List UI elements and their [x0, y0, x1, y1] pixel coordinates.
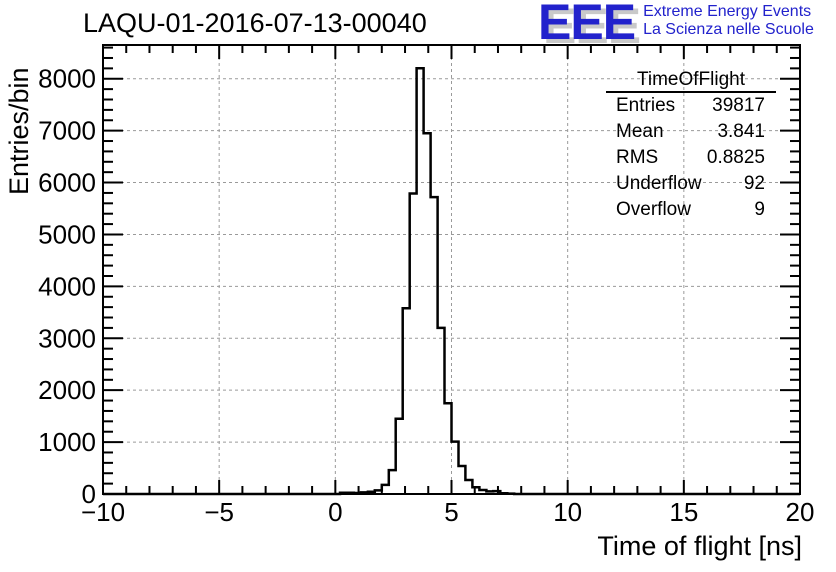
- stats-row: Mean 3.841: [606, 119, 776, 145]
- x-tick-label: 5: [444, 497, 458, 527]
- histogram-line: [103, 67, 800, 496]
- stats-row: Overflow 9: [606, 197, 776, 223]
- y-tick-label: 7000: [38, 116, 96, 146]
- y-tick-label: 5000: [38, 219, 96, 249]
- stats-value: 9: [754, 199, 765, 220]
- plot-frame: [102, 44, 801, 495]
- stats-value: 92: [743, 173, 765, 194]
- y-tick-label: 1000: [38, 427, 96, 457]
- x-tick-label: 0: [328, 497, 342, 527]
- stats-row: Entries 39817: [606, 93, 776, 119]
- eee-logo-line2: La Scienza nelle Scuole: [643, 21, 814, 38]
- x-tick-label: 20: [786, 497, 815, 527]
- x-tick-label: −10: [81, 497, 125, 527]
- stats-label: Underflow: [616, 173, 702, 194]
- stats-label: RMS: [616, 147, 659, 168]
- y-tick-label: 4000: [38, 271, 96, 301]
- stats-label: Mean: [616, 121, 664, 142]
- stats-row: RMS 0.8825: [606, 145, 776, 171]
- stats-label: Entries: [616, 95, 676, 116]
- stats-label: Overflow: [616, 199, 691, 220]
- pad-title: LAQU-01-2016-07-13-00040: [83, 8, 427, 38]
- y-tick-label: 6000: [38, 168, 96, 198]
- eee-logo-line1: Extreme Energy Events: [643, 3, 812, 20]
- stats-value: 0.8825: [706, 147, 765, 168]
- stats-box: TimeOfFlight Entries 39817 Mean 3.841 RM…: [606, 69, 776, 223]
- y-tick-label: 3000: [38, 323, 96, 353]
- y-tick-label: 0: [82, 479, 96, 509]
- eee-logo-letters: EEE: [538, 0, 636, 50]
- y-tick-label: 8000: [38, 64, 96, 94]
- x-axis-title: Time of flight [ns]: [597, 531, 802, 561]
- stats-row: Underflow 92: [606, 171, 776, 197]
- x-tick-label: 10: [553, 497, 582, 527]
- stats-value: 39817: [712, 95, 765, 116]
- y-tick-label: 2000: [38, 375, 96, 405]
- stats-value: 3.841: [717, 121, 765, 142]
- x-tick-label: −5: [204, 497, 234, 527]
- y-axis-title: Entries/bin: [4, 67, 34, 195]
- eee-logo: EEE Extreme Energy Events La Scienza nel…: [538, 0, 814, 50]
- eee-logo-tagline: Extreme Energy Events La Scienza nelle S…: [643, 3, 814, 39]
- x-tick-label: 15: [669, 497, 698, 527]
- stats-box-title: TimeOfFlight: [606, 69, 776, 93]
